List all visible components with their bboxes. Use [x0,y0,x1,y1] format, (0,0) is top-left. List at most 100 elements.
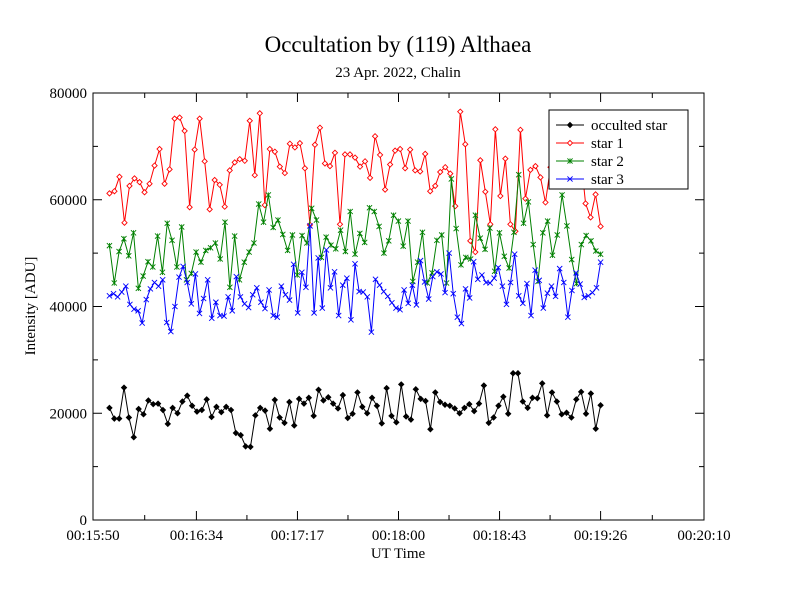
data-point [485,419,492,427]
data-point [525,198,532,205]
data-point [301,165,309,172]
data-point [548,389,556,396]
data-point [368,329,375,336]
data-point [121,219,128,226]
data-point [530,241,537,248]
x-tick-label: 00:16:34 [170,528,224,544]
data-point [376,151,384,159]
data-point [231,159,238,166]
data-point [237,293,244,300]
chart-title: Occultation by (119) Althaea [265,32,532,57]
data-point [569,287,575,294]
data-point [247,443,254,451]
data-point [136,178,143,186]
data-point [395,218,402,225]
data-point [368,394,376,402]
y-tick-label: 20000 [50,406,88,422]
data-point [347,208,354,215]
data-point [180,263,187,270]
data-point [477,157,484,164]
data-point [344,414,351,422]
axes: 00:15:50 00:16:34 00:17:17 00:18:00 00:18:43… [50,86,731,544]
data-point [300,400,308,407]
data-point [208,413,215,421]
data-point [212,240,219,246]
data-point [143,296,150,303]
data-point [116,248,122,255]
data-point [169,237,175,244]
legend-label: star 1 [591,136,624,152]
data-point [335,312,342,319]
data-point [120,235,127,242]
data-point [371,208,378,215]
data-point [411,167,419,174]
data-point [354,389,361,396]
data-point [257,299,264,306]
data-point [393,419,400,426]
data-point [332,245,339,252]
data-point [346,151,354,158]
data-point [401,287,408,293]
data-point [436,168,444,176]
data-point [179,398,186,405]
data-point [233,273,240,280]
data-point [198,406,206,414]
data-point [441,163,449,171]
data-point [278,283,285,290]
data-point [253,284,260,291]
data-point [558,411,565,418]
data-point [266,145,274,153]
data-point [226,167,233,174]
data-point [295,395,303,403]
data-point [169,404,176,412]
data-point [256,110,264,117]
data-point [241,259,248,266]
data-point [364,293,371,300]
data-point [159,269,166,276]
data-point [477,235,484,242]
data-point [361,158,369,165]
data-point [176,114,183,121]
data-point [323,234,330,241]
data-point [276,414,283,421]
data-point [252,412,259,419]
y-tick-label: 60000 [50,193,88,209]
data-point [433,268,440,275]
data-point [597,402,604,409]
data-point [176,274,182,281]
data-point [111,280,118,286]
data-point [553,398,561,405]
data-point [155,283,162,290]
data-point [419,229,426,236]
data-point [281,169,289,177]
data-point [122,283,129,290]
data-point [255,201,262,207]
data-point [380,250,387,257]
data-point [432,389,439,396]
data-point [196,310,203,317]
data-point [597,259,604,266]
data-point [305,394,313,402]
data-point [211,176,218,184]
x-tick-label: 00:18:43 [473,528,526,544]
data-point [446,402,454,410]
data-point [454,314,461,321]
data-point [201,158,208,165]
data-point [298,269,305,276]
data-point [184,392,191,399]
data-point [311,141,319,149]
data-point [349,410,356,418]
data-point [256,404,264,412]
data-point [139,320,146,326]
data-point [363,410,371,417]
data-point [231,233,238,239]
chart-subtitle: 23 Apr. 2022, Chalin [335,65,461,81]
data-point [213,403,220,411]
data-point [593,284,600,291]
data-point [111,187,118,195]
series-3 [106,222,604,336]
data-point [130,229,137,236]
data-point [339,391,347,399]
data-point [146,180,153,187]
data-point [348,316,354,323]
